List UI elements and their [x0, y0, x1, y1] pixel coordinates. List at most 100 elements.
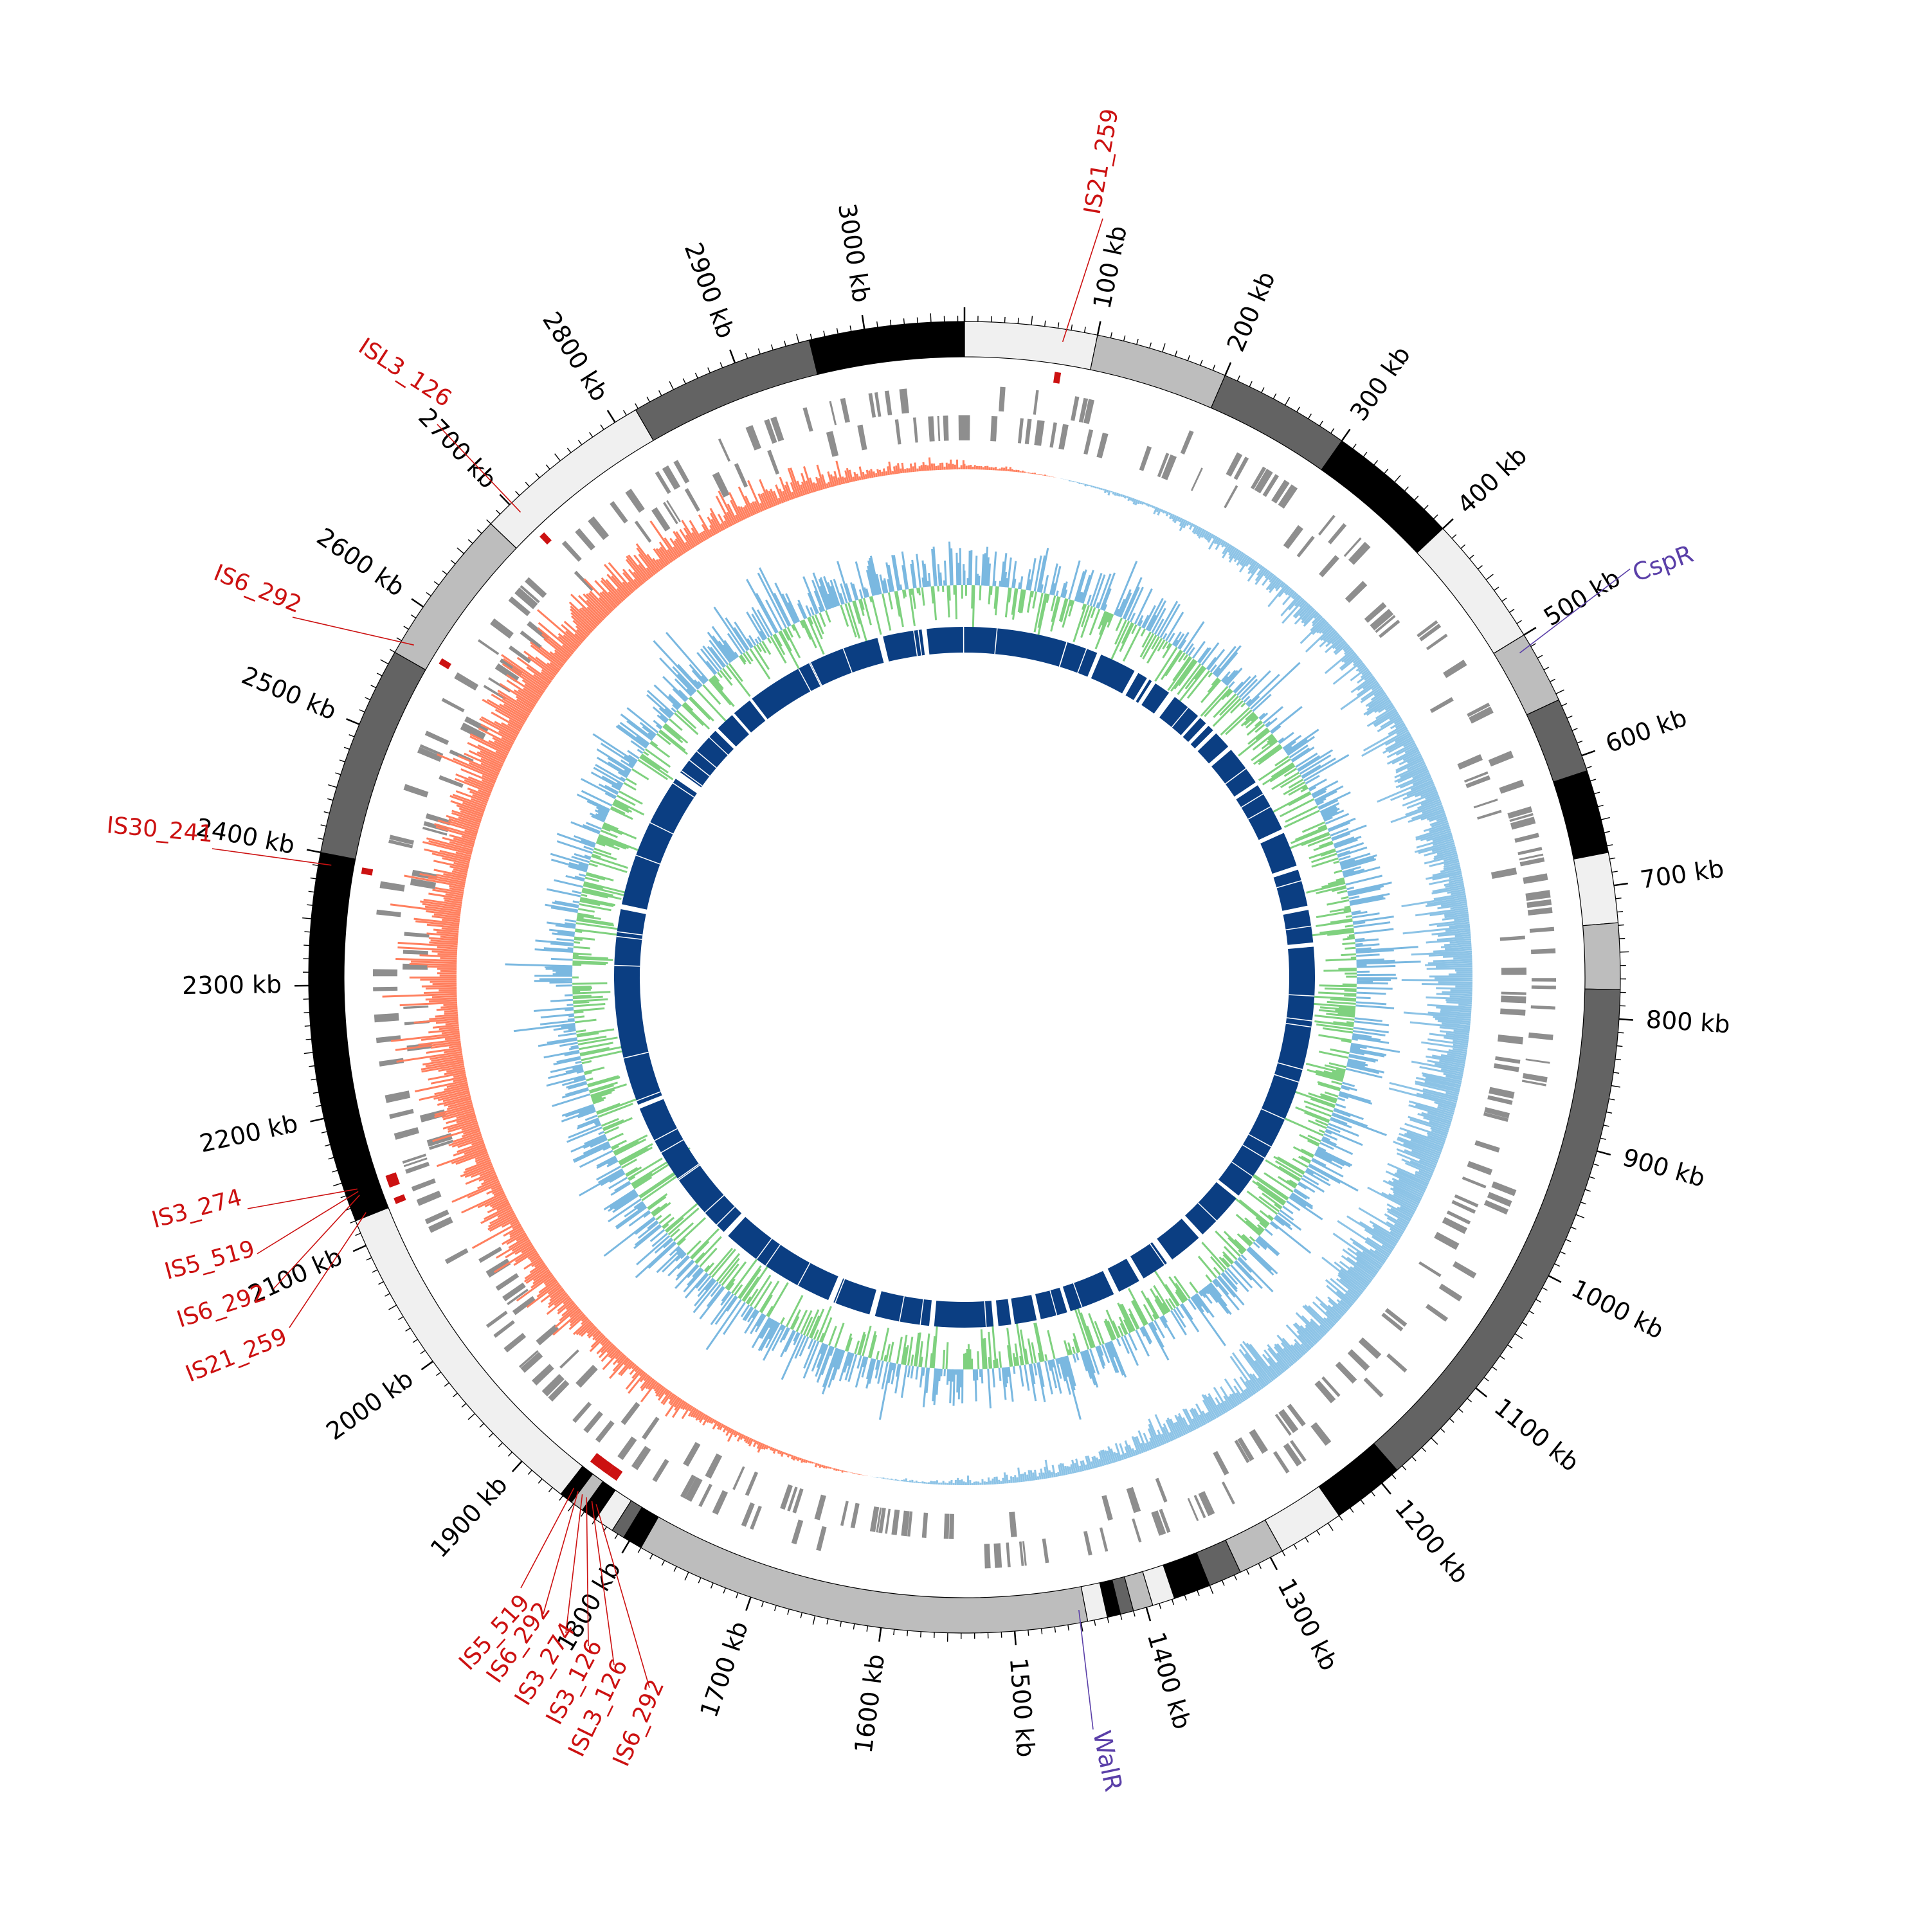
- tick-mark: [397, 638, 402, 641]
- cds-feature: [943, 415, 949, 440]
- tick-label: 1300 kb: [1272, 1574, 1343, 1675]
- tick-label: 1200 kb: [1390, 1494, 1475, 1589]
- cds-feature: [1049, 422, 1057, 447]
- ideogram-segment: [1374, 989, 1620, 1470]
- tick-mark: [468, 539, 473, 543]
- tick-mark: [1500, 1356, 1505, 1359]
- tick-mark: [1510, 609, 1514, 612]
- tick-mark: [746, 1597, 750, 1611]
- tick-label: 2300 kb: [182, 970, 282, 1000]
- tick-mark: [1604, 831, 1610, 833]
- tick-mark: [344, 747, 349, 749]
- tick-mark: [1580, 1202, 1586, 1204]
- tick-mark: [316, 1105, 322, 1106]
- cds-feature: [922, 1513, 928, 1538]
- cds-feature: [595, 1420, 615, 1443]
- tick-mark: [307, 850, 321, 853]
- tick-mark: [853, 1624, 855, 1630]
- tick-label: 1000 kb: [1567, 1274, 1669, 1345]
- tick-mark: [1600, 1138, 1606, 1139]
- is-leader-line: [257, 1191, 358, 1254]
- ideogram-segment: [321, 653, 426, 860]
- cds-feature: [745, 425, 761, 451]
- gene-block: [1283, 910, 1314, 945]
- cds-feature: [394, 1127, 419, 1140]
- tick-mark: [720, 363, 722, 368]
- cds-feature: [1418, 1261, 1441, 1277]
- cds-feature: [1528, 907, 1553, 916]
- tick-mark: [1619, 1019, 1633, 1020]
- cds-feature: [993, 1543, 1002, 1568]
- tick-mark: [698, 1578, 701, 1583]
- tick-mark: [1560, 1252, 1565, 1254]
- tick-mark: [434, 582, 439, 585]
- tick-mark: [1529, 1311, 1534, 1314]
- tick-mark: [1597, 1151, 1611, 1155]
- tick-mark: [917, 318, 918, 323]
- cds-feature: [610, 501, 628, 523]
- tick-mark: [1586, 766, 1592, 768]
- tick-mark: [498, 1443, 502, 1447]
- tick-mark: [436, 1372, 440, 1375]
- cds-feature: [683, 1442, 700, 1467]
- cds-feature: [1364, 1378, 1384, 1398]
- cds-feature: [583, 1411, 603, 1433]
- tick-mark: [1297, 407, 1300, 412]
- cds-feature: [1386, 1353, 1407, 1373]
- tick-mark: [647, 397, 649, 402]
- gene-block: [1185, 1182, 1236, 1234]
- cds-feature: [1328, 523, 1346, 545]
- is-element-mark: [394, 1195, 406, 1204]
- cds-feature: [869, 393, 876, 417]
- cds-feature: [536, 1324, 559, 1345]
- tick-mark: [1502, 598, 1507, 601]
- cds-feature: [1034, 420, 1044, 446]
- cds-feature: [1283, 525, 1303, 549]
- tick-mark: [1606, 1112, 1612, 1114]
- tick-mark: [1342, 429, 1350, 441]
- tick-mark: [356, 1233, 361, 1236]
- tick-mark: [1110, 332, 1112, 338]
- cds-feature: [1273, 1451, 1290, 1474]
- tick-mark: [413, 1339, 418, 1342]
- tick-mark: [372, 1270, 377, 1272]
- tick-mark: [468, 1414, 475, 1420]
- tick-label: 1100 kb: [1489, 1393, 1584, 1477]
- gene-block: [1035, 1288, 1067, 1319]
- tick-label: 500 kb: [1539, 564, 1625, 632]
- tick-mark: [377, 673, 382, 676]
- cds-feature: [1058, 424, 1069, 450]
- tick-mark: [304, 1052, 313, 1054]
- tick-mark: [451, 560, 455, 564]
- tick-mark: [827, 1619, 828, 1625]
- is-element-label: ISL3_126: [354, 333, 456, 412]
- tick-mark: [1492, 1367, 1497, 1370]
- tick-mark: [1031, 316, 1032, 325]
- tick-mark: [1598, 805, 1604, 806]
- tick-mark: [353, 1245, 366, 1251]
- tick-mark: [590, 432, 593, 437]
- cds-feature: [1314, 1380, 1336, 1404]
- cds-feature: [857, 424, 867, 450]
- tick-mark: [1593, 1164, 1599, 1166]
- tick-mark: [1028, 1630, 1029, 1636]
- cds-feature: [1530, 927, 1554, 933]
- tick-mark: [1612, 871, 1618, 872]
- tick-mark: [1374, 460, 1378, 465]
- tick-mark: [1567, 716, 1572, 719]
- tick-mark: [1172, 1600, 1174, 1605]
- cds-feature: [1127, 1487, 1141, 1513]
- tick-mark: [840, 1621, 842, 1627]
- tick-mark: [1015, 1631, 1016, 1645]
- tick-mark: [797, 334, 799, 343]
- cds-feature: [385, 1090, 411, 1103]
- tick-mark: [659, 390, 662, 395]
- tick-mark: [1402, 1466, 1406, 1470]
- cds-feature: [984, 1544, 990, 1568]
- tick-mark: [1184, 1595, 1186, 1600]
- cds-feature: [803, 407, 813, 431]
- is-element-mark: [361, 867, 373, 875]
- tick-mark: [695, 373, 698, 378]
- tick-mark: [813, 1616, 815, 1625]
